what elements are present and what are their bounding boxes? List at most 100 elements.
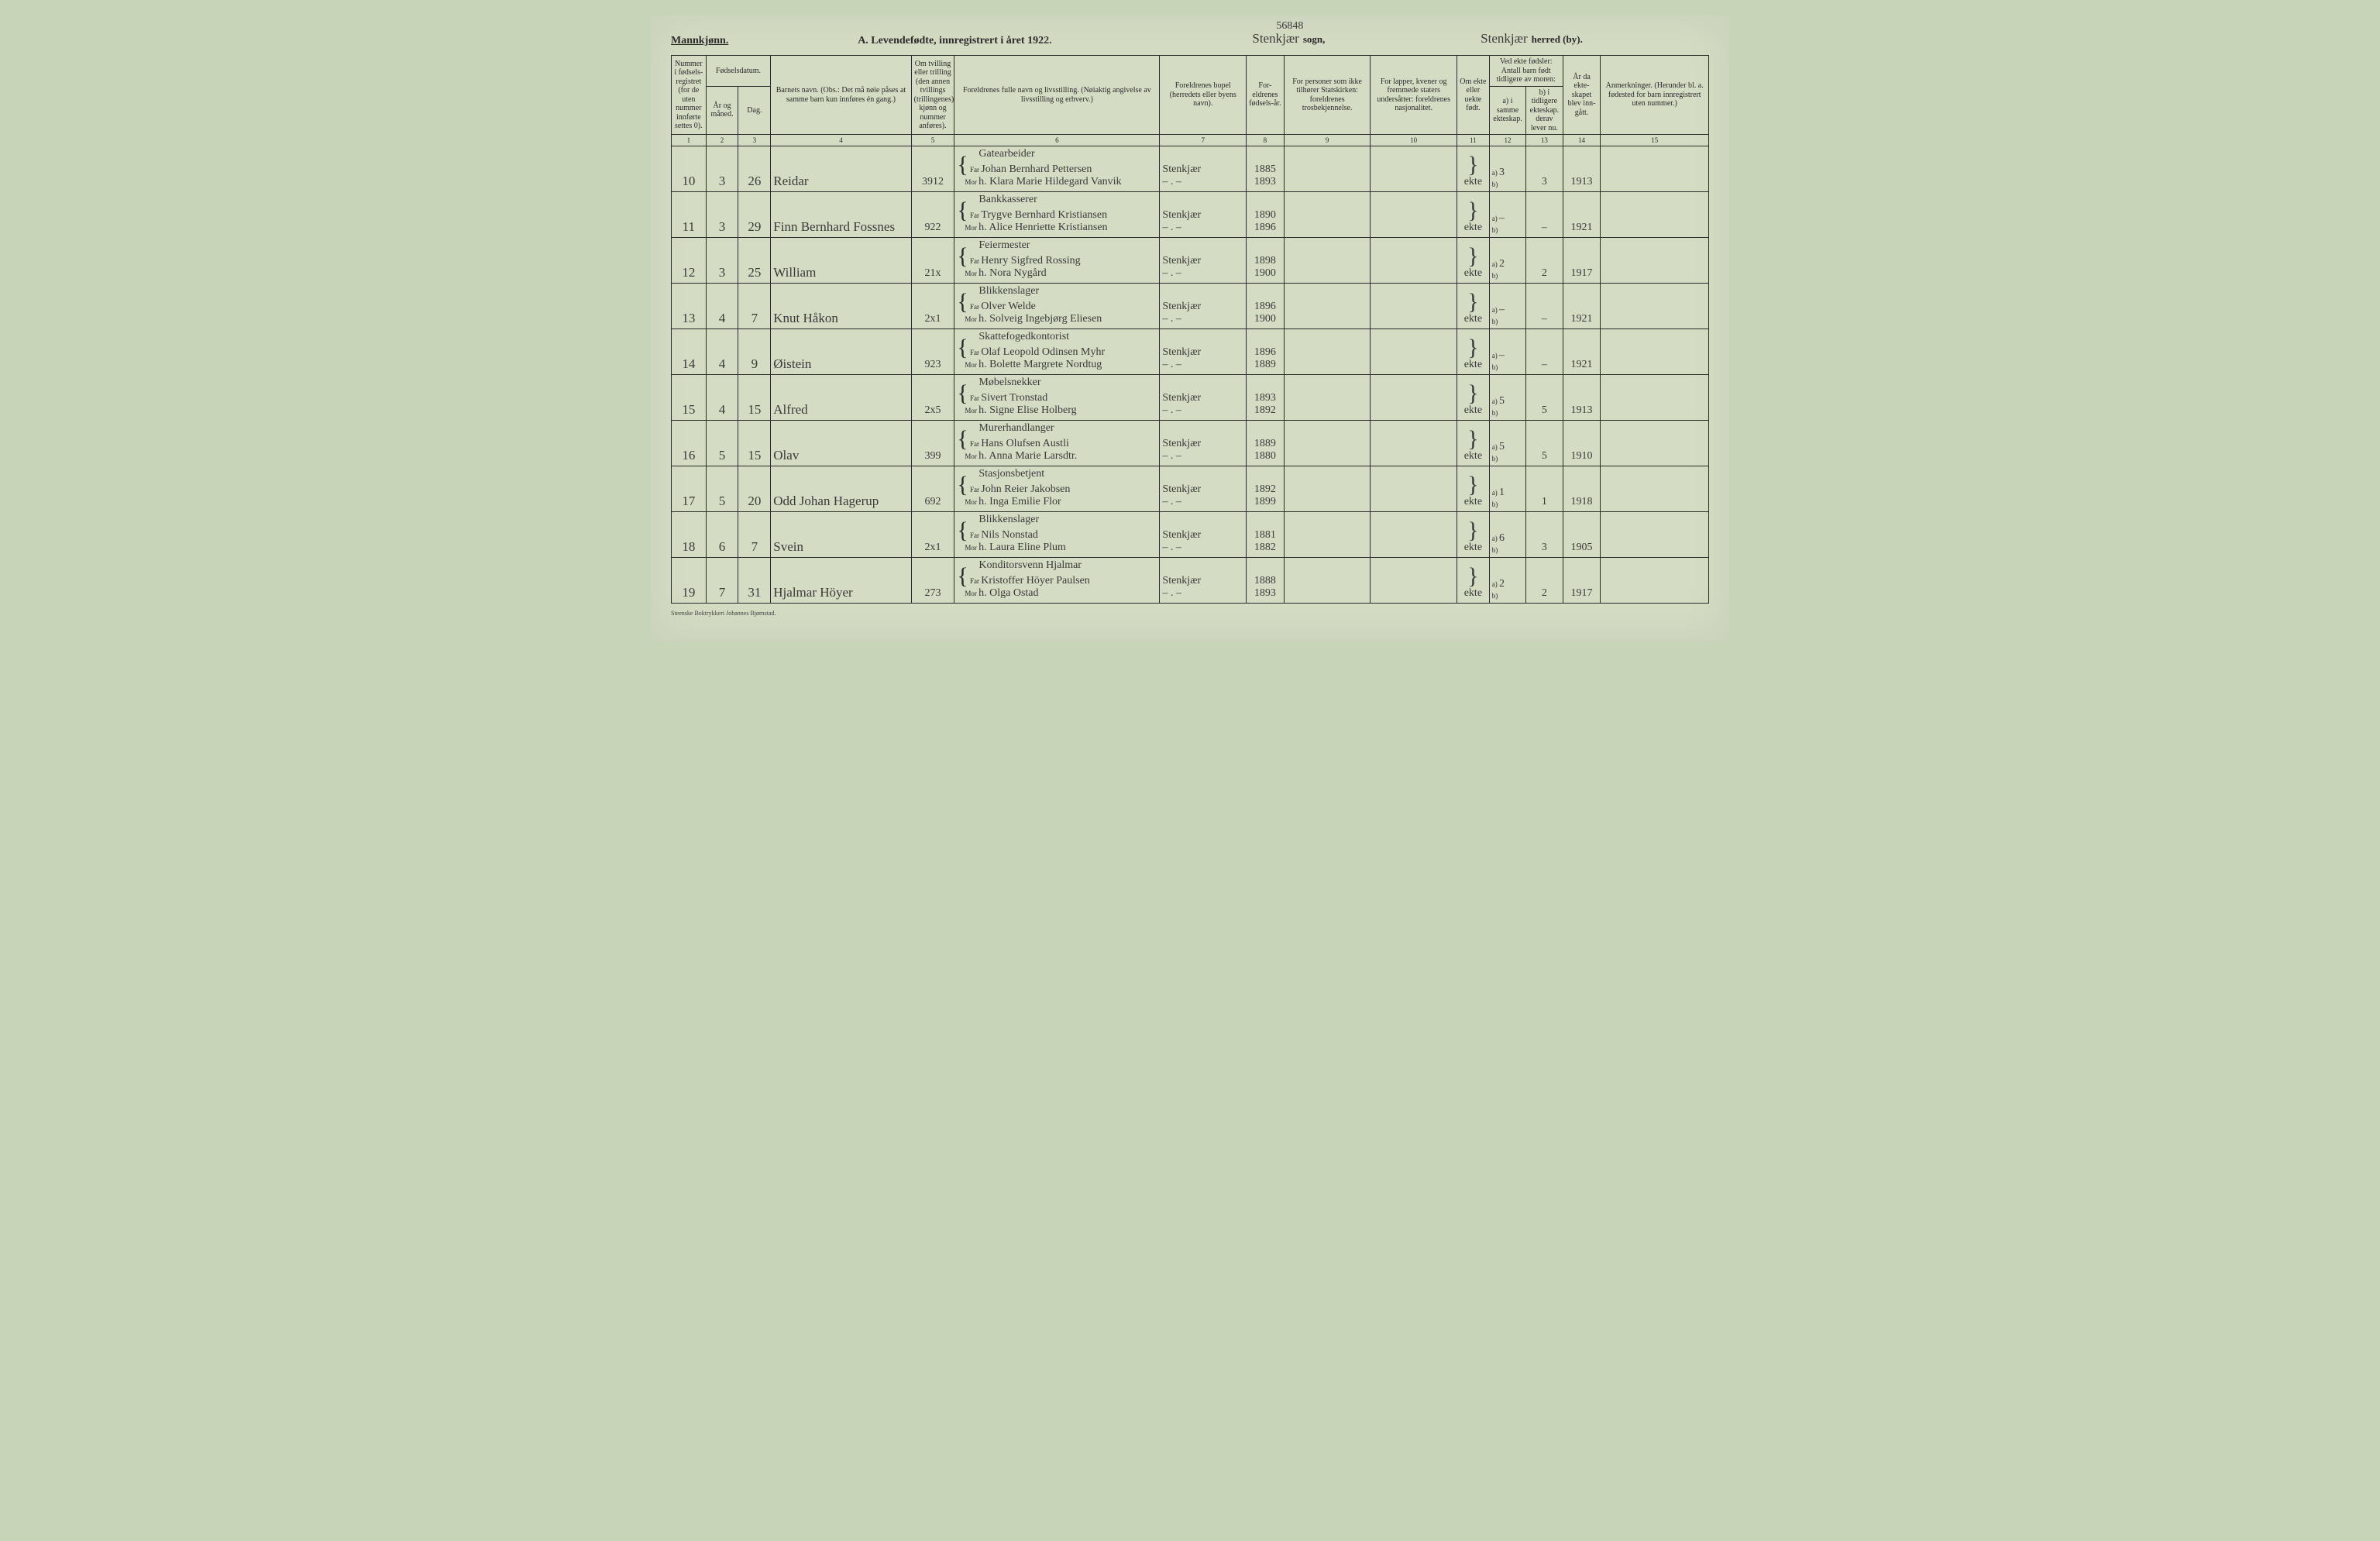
prev-a: a) 6b) xyxy=(1489,512,1525,558)
far-occupation: Feiermester xyxy=(978,239,1157,252)
religion xyxy=(1284,558,1371,604)
child-name: Olav xyxy=(771,421,911,466)
reg-number: 13 xyxy=(672,284,707,329)
reg-number: 19 xyxy=(672,558,707,604)
table-row: 19 7 31 Hjalmar Höyer 273 Konditorsvenn … xyxy=(672,558,1709,604)
marriage-year: 1921 xyxy=(1563,329,1601,375)
twin-note: 2x5 xyxy=(911,375,954,421)
child-name: Øistein xyxy=(771,329,911,375)
far-occupation: Skattefogedkontorist xyxy=(978,331,1157,343)
remarks xyxy=(1601,146,1709,192)
mor-line: Mor h. Bolette Margrete Nordtug xyxy=(965,359,1157,371)
table-row: 15 4 15 Alfred 2x5 Møbelsnekker { Far Si… xyxy=(672,375,1709,421)
ekte: }ekte xyxy=(1457,146,1489,192)
day: 7 xyxy=(738,284,771,329)
nationality xyxy=(1371,284,1457,329)
reg-number: 18 xyxy=(672,512,707,558)
col-2-group: Fødselsdatum. xyxy=(706,56,771,87)
cn: 8 xyxy=(1247,135,1285,146)
day: 29 xyxy=(738,192,771,238)
mor-line: Mor h. Solveig Ingebjørg Eliesen xyxy=(965,313,1157,325)
religion xyxy=(1284,329,1371,375)
table-row: 17 5 20 Odd Johan Hagerup 692 Stasjonsbe… xyxy=(672,466,1709,512)
reg-number: 14 xyxy=(672,329,707,375)
day: 15 xyxy=(738,421,771,466)
far-line: { Far Hans Olufsen Austli xyxy=(957,435,1157,450)
parents: Stasjonsbetjent { Far John Reier Jakobse… xyxy=(954,466,1160,512)
religion xyxy=(1284,466,1371,512)
far-line: { Far Olaf Leopold Odinsen Myhr xyxy=(957,343,1157,359)
printer-footer: Steenske Boktrykkeri Johannes Bjørnstad. xyxy=(671,610,1709,617)
prev-a: a) 5b) xyxy=(1489,421,1525,466)
table-row: 13 4 7 Knut Håkon 2x1 Blikkenslager { Fa… xyxy=(672,284,1709,329)
religion xyxy=(1284,512,1371,558)
day: 26 xyxy=(738,146,771,192)
reg-number: 11 xyxy=(672,192,707,238)
col-6: Foreldrenes fulle navn og livsstilling. … xyxy=(954,56,1160,135)
parent-years: 18981900 xyxy=(1247,238,1285,284)
day: 9 xyxy=(738,329,771,375)
reg-number: 16 xyxy=(672,421,707,466)
month: 3 xyxy=(706,192,738,238)
prev-b: 5 xyxy=(1526,375,1563,421)
religion xyxy=(1284,284,1371,329)
col-3: Dag. xyxy=(738,86,771,135)
prev-a: a) 2b) xyxy=(1489,238,1525,284)
parents: Feiermester { Far Henry Sigfred Rossing … xyxy=(954,238,1160,284)
bopel: Stenkjær– . – xyxy=(1160,466,1247,512)
col-14: År da ekte-skapet blev inn-gått. xyxy=(1563,56,1601,135)
parents: Blikkenslager { Far Nils Nonstad Mor h. … xyxy=(954,512,1160,558)
prev-a: a) –b) xyxy=(1489,284,1525,329)
prev-b: – xyxy=(1526,284,1563,329)
herred-block: Stenkjær herred (by). xyxy=(1481,29,1709,47)
month: 5 xyxy=(706,421,738,466)
religion xyxy=(1284,238,1371,284)
remarks xyxy=(1601,329,1709,375)
col-10: For lapper, kvener og fremmede staters u… xyxy=(1371,56,1457,135)
reg-number: 10 xyxy=(672,146,707,192)
ekte: }ekte xyxy=(1457,512,1489,558)
remarks xyxy=(1601,558,1709,604)
month: 4 xyxy=(706,329,738,375)
mor-line: Mor h. Inga Emilie Flor xyxy=(965,496,1157,508)
prev-b: – xyxy=(1526,329,1563,375)
archive-number: 56848 xyxy=(1276,20,1303,33)
parents: Blikkenslager { Far Olver Welde Mor h. S… xyxy=(954,284,1160,329)
child-name: Reidar xyxy=(771,146,911,192)
table-row: 18 6 7 Svein 2x1 Blikkenslager { Far Nil… xyxy=(672,512,1709,558)
ekte: }ekte xyxy=(1457,375,1489,421)
mor-line: Mor h. Klara Marie Hildegard Vanvik xyxy=(965,176,1157,188)
twin-note: 273 xyxy=(911,558,954,604)
child-name: Finn Bernhard Fossnes xyxy=(771,192,911,238)
cn: 7 xyxy=(1160,135,1247,146)
remarks xyxy=(1601,466,1709,512)
far-line: { Far John Reier Jakobsen xyxy=(957,480,1157,496)
prev-b: 2 xyxy=(1526,558,1563,604)
bopel: Stenkjær– . – xyxy=(1160,329,1247,375)
table-head: Nummer i fødsels-registret (for de uten … xyxy=(672,56,1709,146)
col-8: For-eldrenes fødsels-år. xyxy=(1247,56,1285,135)
bopel: Stenkjær– . – xyxy=(1160,375,1247,421)
month: 3 xyxy=(706,238,738,284)
bopel: Stenkjær– . – xyxy=(1160,421,1247,466)
marriage-year: 1921 xyxy=(1563,284,1601,329)
col-7: Foreldrenes bopel (herredets eller byens… xyxy=(1160,56,1247,135)
reg-number: 15 xyxy=(672,375,707,421)
far-occupation: Konditorsvenn Hjalmar xyxy=(978,559,1157,572)
remarks xyxy=(1601,192,1709,238)
month: 3 xyxy=(706,146,738,192)
month: 5 xyxy=(706,466,738,512)
ekte: }ekte xyxy=(1457,192,1489,238)
ledger-page: 56848 Mannkjønn. A. Levendefødte, innreg… xyxy=(651,15,1729,640)
day: 25 xyxy=(738,238,771,284)
mor-line: Mor h. Alice Henriette Kristiansen xyxy=(965,222,1157,234)
far-occupation: Murerhandlanger xyxy=(978,422,1157,435)
col-5: Om tvilling eller trilling (den annen tv… xyxy=(911,56,954,135)
nationality xyxy=(1371,512,1457,558)
marriage-year: 1917 xyxy=(1563,238,1601,284)
prev-a: a) 5b) xyxy=(1489,375,1525,421)
religion xyxy=(1284,375,1371,421)
religion xyxy=(1284,192,1371,238)
prev-a: a) –b) xyxy=(1489,192,1525,238)
table-body: 10 3 26 Reidar 3912 Gatearbeider { Far J… xyxy=(672,146,1709,604)
